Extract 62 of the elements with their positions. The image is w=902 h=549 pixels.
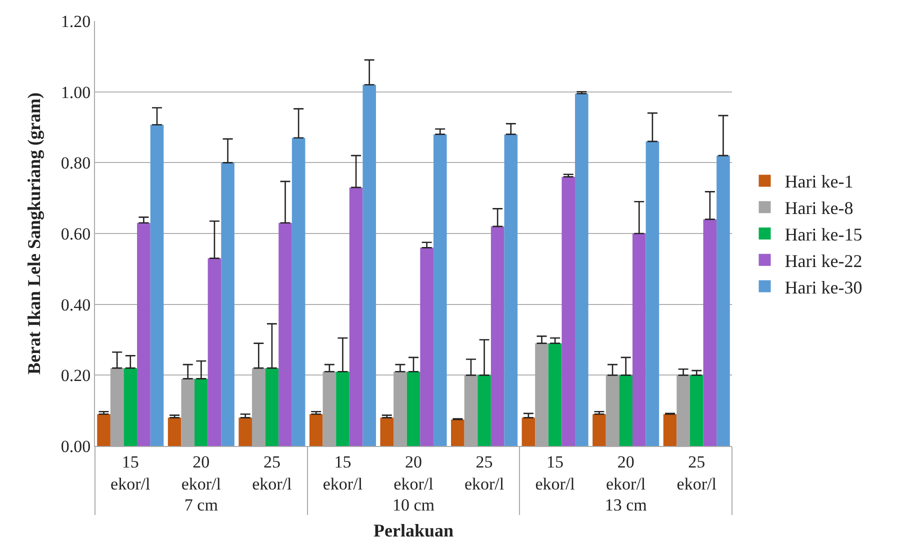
category-label: 15 ekor/l <box>110 452 150 494</box>
category-label: 25 ekor/l <box>252 452 292 494</box>
category-label: 20 ekor/l <box>181 452 221 494</box>
bar <box>150 124 164 446</box>
bar <box>451 419 464 446</box>
bar <box>349 187 363 446</box>
bar <box>420 248 434 446</box>
category-label: 15 ekor/l <box>322 452 363 494</box>
category-label: 10 cm <box>392 496 435 514</box>
bar <box>504 134 518 446</box>
y-axis-title: Berat Ikan Lele Sangkuriang (gram) <box>24 92 44 375</box>
bar <box>309 414 323 446</box>
bar <box>238 418 252 446</box>
bar <box>632 234 646 446</box>
legend-label: Hari ke-15 <box>784 224 862 245</box>
bar <box>562 176 576 446</box>
bar <box>522 418 536 446</box>
bar <box>592 414 606 446</box>
bar <box>336 372 350 446</box>
bar <box>619 375 632 446</box>
category-label: 20 ekor/l <box>394 452 434 494</box>
bar <box>716 156 730 446</box>
category-label: 20 ekor/l <box>606 452 646 494</box>
bar <box>292 138 306 446</box>
category-label: 25 ekor/l <box>464 452 504 494</box>
bar <box>703 219 717 446</box>
bar <box>646 141 660 446</box>
legend-label: Hari ke-8 <box>784 198 854 218</box>
y-tick-label: 0.80 <box>60 154 91 173</box>
y-tick-label: 0.20 <box>60 366 91 386</box>
y-tick-label: 0.60 <box>60 224 91 244</box>
bar <box>278 222 292 446</box>
y-tick-label: 0.00 <box>60 436 91 456</box>
x-axis-title: Perlakuan <box>373 520 454 541</box>
bar <box>548 343 562 446</box>
category-label: 15 ekor/l <box>535 452 575 494</box>
bar <box>265 368 279 446</box>
bar <box>168 418 182 446</box>
bar <box>406 372 420 446</box>
legend-label: Hari ke-30 <box>784 277 862 298</box>
y-tick-label: 0.40 <box>60 295 91 314</box>
bar <box>380 418 394 446</box>
bar <box>362 84 376 446</box>
bar <box>194 378 208 446</box>
bar <box>124 368 138 446</box>
bar <box>97 414 110 446</box>
bar <box>433 134 447 446</box>
bar <box>663 414 677 446</box>
bar <box>478 375 491 446</box>
bar <box>137 222 150 446</box>
category-label: 7 cm <box>184 496 218 514</box>
bar <box>208 258 222 446</box>
bar <box>575 94 588 446</box>
legend-label: Hari ke-22 <box>784 250 862 271</box>
legend-label: Hari ke-1 <box>784 172 854 192</box>
y-tick-label: 1.20 <box>60 12 91 31</box>
y-tick-label: 1.00 <box>60 82 91 102</box>
category-label: 25 ekor/l <box>676 452 716 494</box>
bar <box>690 375 704 446</box>
bar <box>490 226 504 446</box>
bar <box>221 162 234 446</box>
category-label: 13 cm <box>604 496 647 514</box>
